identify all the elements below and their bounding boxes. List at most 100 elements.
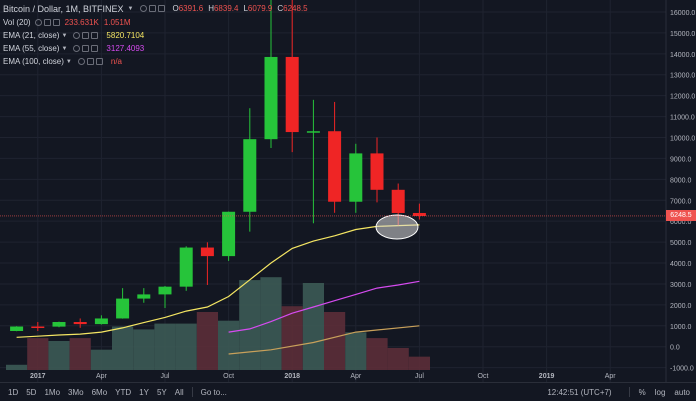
range-3mo[interactable]: 3Mo	[68, 387, 84, 397]
highlight-ellipse[interactable]	[375, 214, 419, 240]
vol-label[interactable]: Vol (20)	[3, 18, 31, 27]
volume-bar	[218, 320, 240, 370]
price-tick-label: 15000.0	[670, 31, 695, 38]
high-label: H	[208, 4, 214, 13]
candle-body	[391, 189, 405, 213]
range-1mo[interactable]: 1Mo	[44, 387, 61, 397]
price-tick-label: 1000.0	[670, 324, 692, 331]
volume-bar	[281, 306, 303, 370]
eye-icon[interactable]	[77, 58, 85, 65]
chevron-down-icon[interactable]: ▼	[61, 32, 68, 39]
last-price-tag: 6248.5	[666, 210, 696, 222]
ema55-label[interactable]: EMA (55, close)	[3, 44, 60, 53]
range-6mo[interactable]: 6Mo	[91, 387, 108, 397]
ohlc-values: O6391.6 H6839.4 L6079.9 C6248.5	[173, 4, 308, 13]
price-tick-label: 12000.0	[670, 94, 695, 101]
candle-body	[264, 56, 278, 140]
close-icon[interactable]	[91, 32, 99, 39]
divider	[628, 387, 630, 397]
candle-body	[179, 247, 193, 287]
candle-body	[412, 212, 426, 216]
candle-body	[73, 322, 87, 325]
time-tick-label: Jul	[161, 373, 170, 380]
range-1d[interactable]: 1D	[8, 387, 19, 397]
candle-body	[137, 294, 151, 299]
candle-body	[31, 326, 45, 329]
time-axis[interactable]: 2017 Apr Jul Oct 2018 Apr Jul Oct 2019 Apr	[30, 373, 616, 380]
price-tick-label: 3000.0	[670, 282, 692, 289]
candle-body	[328, 131, 342, 202]
candle-body	[94, 318, 108, 325]
price-tick-label: 16000.0	[670, 10, 695, 17]
goto-button[interactable]: Go to...	[200, 387, 227, 397]
price-tick-label: 13000.0	[670, 73, 695, 80]
symbol-legend: Bitcoin / Dollar, 1M, BITFINEX ▼ O6391.6…	[3, 2, 308, 15]
volume-bar	[366, 338, 388, 370]
chevron-down-icon[interactable]: ▼	[127, 5, 134, 12]
settings-icon[interactable]	[82, 45, 90, 52]
chevron-down-icon[interactable]: ▼	[65, 58, 72, 65]
range-all[interactable]: All	[174, 387, 184, 397]
time-tick-label: Apr	[605, 373, 617, 380]
price-chart[interactable]: 16000.0 15000.0 14000.0 13000.0 12000.0 11000…	[0, 0, 696, 382]
ema21-legend: EMA (21, close) ▼ 5820.7104	[3, 29, 144, 42]
price-tick-label: 0.0	[670, 345, 680, 352]
low-value: 6079.9	[247, 4, 273, 13]
ema55-value: 3127.4093	[106, 44, 145, 53]
volume-bar	[387, 347, 409, 370]
ema21-label[interactable]: EMA (21, close)	[3, 31, 60, 40]
eye-icon[interactable]	[34, 19, 42, 26]
volume-bar	[196, 312, 218, 370]
eye-icon[interactable]	[139, 5, 147, 12]
time-tick-label: Oct	[223, 373, 234, 380]
chevron-down-icon[interactable]: ▼	[61, 45, 68, 52]
time-tick-label: 2019	[539, 373, 555, 380]
low-label: L	[243, 4, 248, 13]
price-tick-label: 10000.0	[670, 136, 695, 143]
high-value: 6839.4	[213, 4, 239, 13]
price-tick-label: 7000.0	[670, 198, 692, 205]
candle-body	[306, 131, 320, 133]
range-5d[interactable]: 5D	[26, 387, 37, 397]
candle-body	[200, 247, 214, 257]
price-tick-label: 2000.0	[670, 303, 692, 310]
ema55-line	[228, 280, 420, 333]
ema-lines	[16, 224, 420, 355]
clock-time[interactable]: 12:42:51 (UTC+7)	[547, 387, 612, 397]
range-5y[interactable]: 5Y	[156, 387, 167, 397]
price-tick-label: 8000.0	[670, 177, 692, 184]
price-tick-label: -1000.0	[670, 366, 694, 373]
settings-icon[interactable]	[82, 32, 90, 39]
close-icon[interactable]	[95, 58, 103, 65]
candle-body	[285, 56, 299, 133]
candle-body	[349, 153, 363, 202]
volume-bar	[324, 312, 346, 370]
price-tick-label: 11000.0	[670, 115, 695, 122]
eye-icon[interactable]	[73, 32, 81, 39]
settings-icon[interactable]	[43, 19, 51, 26]
range-1y[interactable]: 1Y	[139, 387, 149, 397]
volume-bars	[6, 277, 430, 370]
volume-bar	[112, 326, 134, 370]
volume-bar	[345, 332, 367, 370]
range-ytd[interactable]: YTD	[115, 387, 132, 397]
candlesticks	[10, 0, 426, 332]
close-icon[interactable]	[157, 5, 165, 12]
ema21-value: 5820.7104	[106, 31, 145, 40]
close-value: 6248.5	[283, 4, 308, 13]
close-icon[interactable]	[52, 19, 60, 26]
volume-bar	[302, 283, 324, 370]
auto-toggle[interactable]: auto	[674, 387, 690, 397]
eye-icon[interactable]	[73, 45, 81, 52]
log-toggle[interactable]: log	[654, 387, 666, 397]
symbol-title[interactable]: Bitcoin / Dollar, 1M, BITFINEX	[3, 3, 124, 14]
settings-icon[interactable]	[86, 58, 94, 65]
settings-icon[interactable]	[148, 5, 156, 12]
ema100-label[interactable]: EMA (100, close)	[3, 57, 64, 66]
candle-body	[116, 298, 130, 319]
price-axis[interactable]: 16000.0 15000.0 14000.0 13000.0 12000.0 11000…	[670, 10, 695, 373]
percent-toggle[interactable]: %	[638, 387, 646, 397]
bottom-right-controls: 12:42:51 (UTC+7) % log auto	[547, 387, 690, 397]
close-icon[interactable]	[91, 45, 99, 52]
candle-body	[243, 139, 257, 212]
